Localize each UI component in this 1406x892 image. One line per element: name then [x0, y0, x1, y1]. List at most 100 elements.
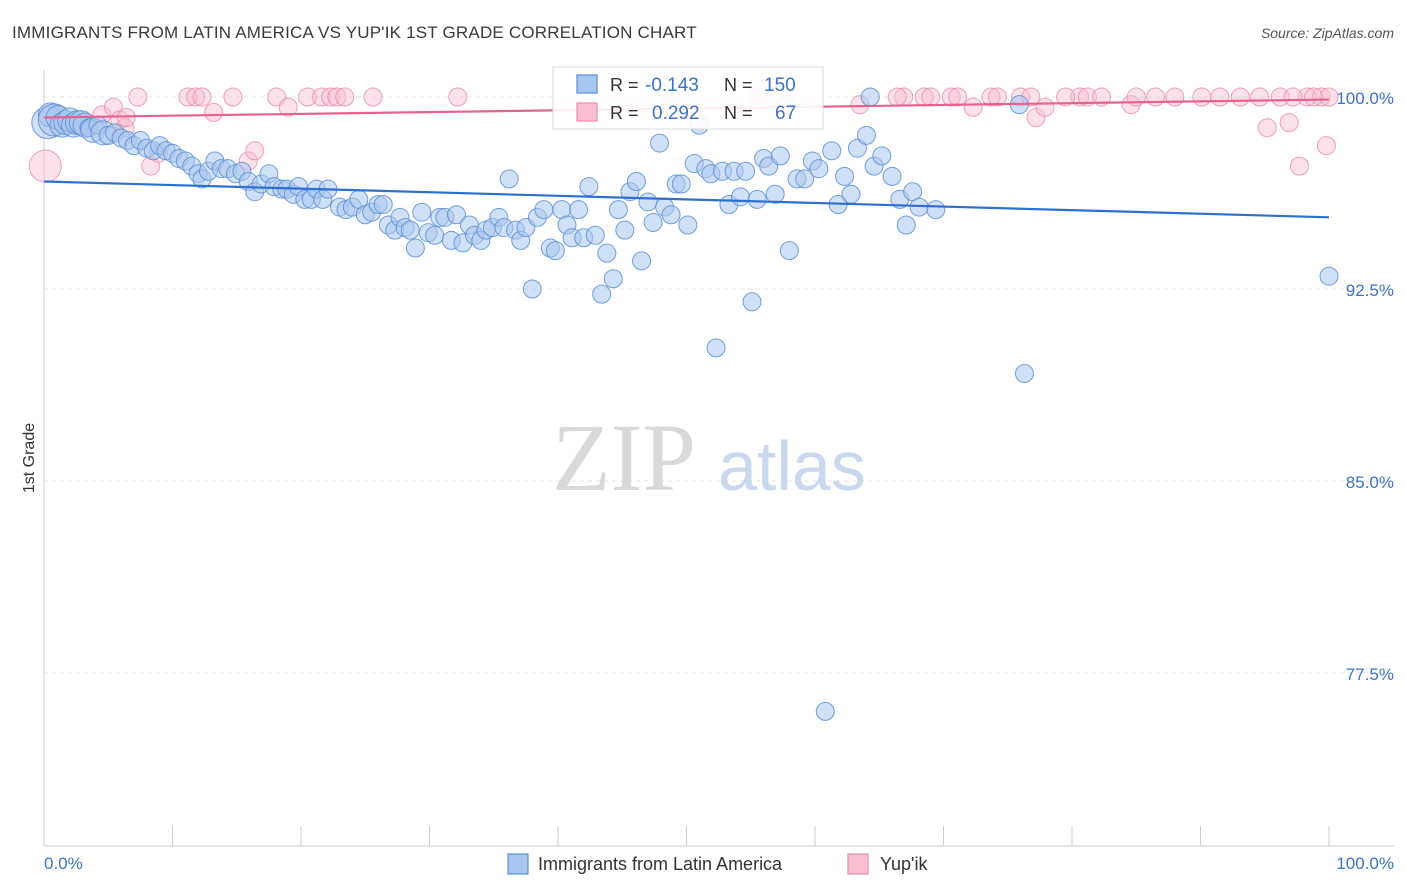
data-point-latin-america: [747, 189, 767, 209]
data-point-latin-america: [1319, 266, 1339, 286]
stats-swatch-latin-america: [576, 74, 598, 94]
data-point-yupik: [192, 87, 212, 107]
trend-line-latin-america: [43, 180, 1330, 219]
data-point-latin-america: [872, 146, 892, 166]
data-point-yupik: [448, 87, 468, 107]
data-point-latin-america: [779, 241, 799, 261]
data-point-latin-america: [742, 292, 762, 312]
data-point-latin-america: [860, 87, 880, 107]
data-point-latin-america: [730, 187, 750, 207]
y-tick-label: 92.5%: [1346, 281, 1394, 300]
stats-r-value-yupik: 0.292: [652, 103, 700, 124]
legend-label-yupik: Yup'ik: [880, 854, 928, 874]
data-point-yupik: [1092, 87, 1112, 107]
data-point-yupik: [1070, 87, 1090, 107]
data-point-latin-america: [626, 171, 646, 191]
stats-box-frame: [552, 66, 824, 130]
data-point-yupik: [1289, 156, 1309, 176]
data-point-latin-america: [795, 169, 815, 189]
data-point-latin-america: [400, 220, 420, 240]
stats-n-value-latin-america: 150: [764, 75, 796, 96]
data-point-yupik: [28, 149, 62, 183]
stats-box: R = -0.143 N = 150 R = 0.292 N = 67: [552, 66, 824, 130]
data-point-yupik: [948, 87, 968, 107]
data-point-latin-america: [615, 220, 635, 240]
data-point-latin-america: [770, 146, 790, 166]
stats-n-value-yupik: 67: [775, 103, 796, 124]
data-point-latin-america: [638, 192, 658, 212]
data-point-yupik: [1230, 87, 1250, 107]
data-point-latin-america: [643, 212, 663, 232]
legend-swatch-yupik: [847, 853, 869, 875]
data-point-yupik: [941, 87, 961, 107]
data-point-yupik: [245, 141, 265, 161]
data-point-yupik: [1304, 87, 1324, 107]
watermark-zip: ZIP: [552, 404, 696, 511]
data-point-yupik: [1077, 87, 1097, 107]
data-point-latin-america: [671, 174, 691, 194]
stats-r-value-latin-america: -0.143: [645, 75, 699, 96]
data-point-yupik: [1192, 87, 1212, 107]
data-point-yupik: [1279, 113, 1299, 133]
x-tick-label-min: 0.0%: [44, 854, 83, 873]
data-point-latin-america: [650, 133, 670, 153]
stats-r-label-yupik: R =: [610, 103, 639, 123]
legend: Immigrants from Latin America Yup'ik: [507, 853, 928, 875]
data-point-yupik: [1316, 136, 1336, 156]
data-point-latin-america: [661, 205, 681, 225]
data-point-yupik: [223, 87, 243, 107]
data-point-latin-america: [632, 251, 652, 271]
data-point-yupik: [204, 102, 224, 122]
chart-title: IMMIGRANTS FROM LATIN AMERICA VS YUP'IK …: [12, 23, 697, 42]
data-point-latin-america: [896, 215, 916, 235]
chart-source: Source: ZipAtlas.com: [1261, 25, 1394, 41]
data-point-yupik: [1056, 87, 1076, 107]
data-point-yupik: [1146, 87, 1166, 107]
watermark: ZIP atlas: [552, 404, 866, 511]
data-point-yupik: [987, 87, 1007, 107]
y-tick-label: 85.0%: [1346, 473, 1394, 492]
data-point-yupik: [981, 87, 1001, 107]
stats-n-label-yupik: N =: [724, 103, 753, 123]
data-point-latin-america: [856, 125, 876, 145]
stats-swatch-yupik: [576, 102, 598, 122]
data-point-yupik: [128, 87, 148, 107]
data-point-latin-america: [706, 338, 726, 358]
data-point-latin-america: [835, 166, 855, 186]
data-point-latin-america: [809, 159, 829, 179]
data-point-latin-america: [499, 169, 519, 189]
series-latin-america-points: [31, 87, 1339, 721]
y-axis-label: 1st Grade: [21, 423, 38, 493]
data-point-latin-america: [815, 701, 835, 721]
data-point-yupik: [327, 87, 347, 107]
data-point-latin-america: [425, 225, 445, 245]
x-tick-label-max: 100.0%: [1336, 854, 1394, 873]
data-point-yupik: [1283, 87, 1303, 107]
data-point-latin-america: [822, 141, 842, 161]
data-point-latin-america: [585, 225, 605, 245]
data-point-latin-america: [603, 269, 623, 289]
data-point-yupik: [1165, 87, 1185, 107]
data-point-yupik: [1257, 118, 1277, 138]
data-point-yupik: [1311, 87, 1331, 107]
data-point-yupik: [335, 87, 355, 107]
data-point-yupik: [278, 97, 298, 117]
data-point-latin-america: [1014, 363, 1034, 383]
data-point-latin-america: [579, 177, 599, 197]
data-point-latin-america: [522, 279, 542, 299]
data-point-yupik: [1250, 87, 1270, 107]
data-point-yupik: [1297, 87, 1317, 107]
data-point-yupik: [1210, 87, 1230, 107]
x-minor-ticks: [43, 826, 1330, 846]
data-point-latin-america: [841, 184, 861, 204]
data-point-latin-america: [926, 200, 946, 220]
data-point-yupik: [186, 87, 206, 107]
data-point-latin-america: [592, 284, 612, 304]
y-tick-label: 100.0%: [1336, 89, 1394, 108]
data-point-latin-america: [597, 243, 617, 263]
data-point-latin-america: [405, 238, 425, 258]
data-point-yupik: [1319, 87, 1339, 107]
data-point-yupik: [321, 87, 341, 107]
data-point-yupik: [963, 97, 983, 117]
